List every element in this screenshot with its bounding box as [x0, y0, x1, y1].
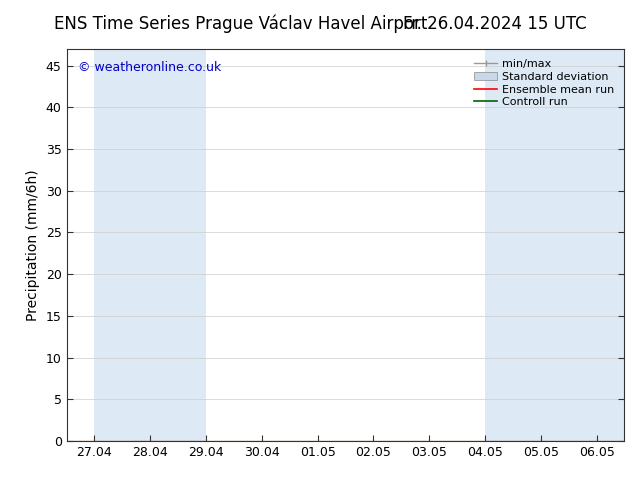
Bar [318, 49, 373, 441]
Y-axis label: Precipitation (mm/6h): Precipitation (mm/6h) [26, 169, 41, 321]
Bar [597, 49, 624, 441]
Text: ENS Time Series Prague Václav Havel Airport: ENS Time Series Prague Václav Havel Airp… [55, 15, 427, 33]
Bar [429, 49, 485, 441]
Bar [262, 49, 318, 441]
Text: © weatheronline.co.uk: © weatheronline.co.uk [78, 61, 221, 74]
Bar [373, 49, 429, 441]
Text: Fr. 26.04.2024 15 UTC: Fr. 26.04.2024 15 UTC [403, 15, 586, 33]
Bar [541, 49, 597, 441]
Legend: min/max, Standard deviation, Ensemble mean run, Controll run: min/max, Standard deviation, Ensemble me… [470, 54, 619, 112]
Bar [485, 49, 541, 441]
Bar [150, 49, 206, 441]
Bar [94, 49, 150, 441]
Bar [206, 49, 262, 441]
